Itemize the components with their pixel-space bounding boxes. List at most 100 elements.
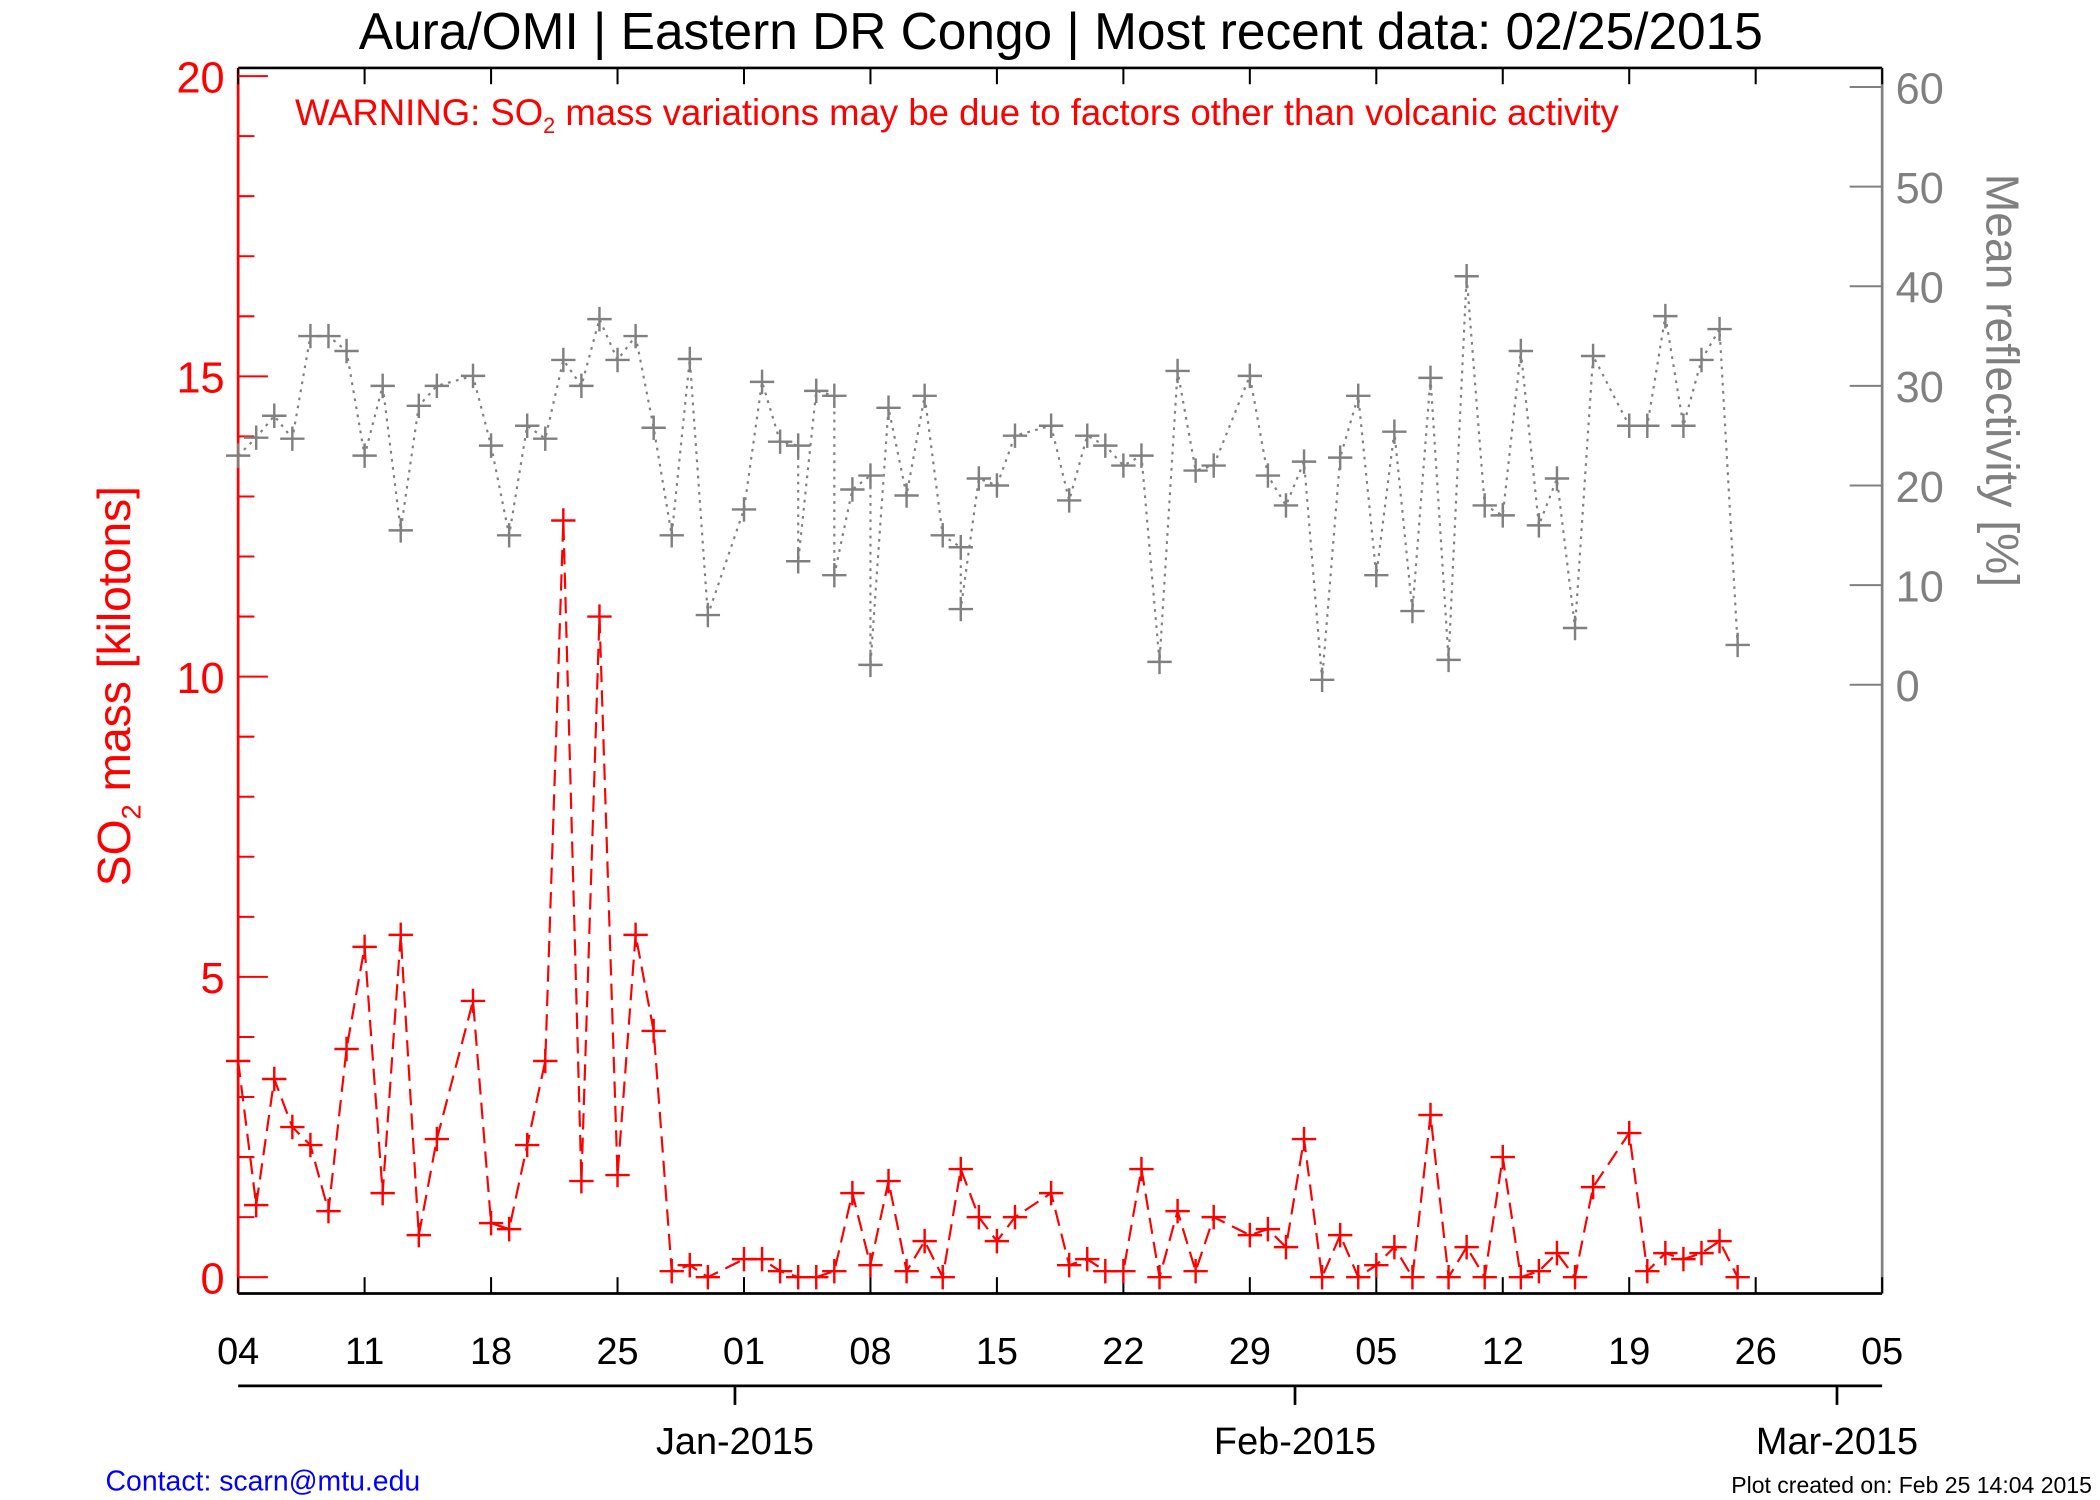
reflectivity-point — [1364, 562, 1389, 588]
month-tick-label: Feb-2015 — [1214, 1421, 1376, 1463]
reflectivity-point — [822, 562, 847, 588]
so2-mass-point — [1689, 1240, 1714, 1266]
so2-mass-point — [262, 1066, 287, 1092]
so2-mass-point — [424, 1126, 450, 1152]
reflectivity-point — [894, 483, 919, 508]
so2-mass-point — [1635, 1258, 1660, 1284]
so2-mass-point — [1617, 1120, 1642, 1146]
so2-mass-point — [1400, 1264, 1425, 1290]
reflectivity-point — [767, 429, 793, 454]
x-tick-label: 19 — [1608, 1331, 1650, 1373]
reflectivity-point — [1038, 413, 1064, 438]
so2-mass-point — [1309, 1264, 1335, 1290]
x-tick-label: 25 — [596, 1331, 638, 1373]
reflectivity-point — [370, 373, 395, 399]
x-tick-label: 01 — [723, 1331, 765, 1373]
so2-mass-point — [478, 1210, 504, 1236]
so2-mass-point — [912, 1228, 937, 1254]
so2-mass-point — [1129, 1156, 1154, 1182]
so2-mass-point — [551, 508, 576, 533]
y-left-tick-label: 10 — [176, 655, 224, 703]
reflectivity-point — [804, 378, 829, 404]
reflectivity-point — [1346, 383, 1371, 409]
so2-mass-point — [822, 1258, 847, 1284]
so2-mass-point — [623, 922, 648, 948]
so2-mass-point — [1472, 1264, 1497, 1290]
so2-mass-point — [1255, 1216, 1281, 1242]
y-right-tick-label: 40 — [1896, 264, 1944, 312]
so2-mass-point — [515, 1132, 540, 1158]
so2-mass-point — [1490, 1144, 1515, 1170]
month-tick-label: Mar-2015 — [1756, 1421, 1918, 1463]
contact-link[interactable]: Contact: scarn@mtu.edu — [106, 1465, 421, 1497]
reflectivity-point — [244, 425, 269, 450]
reflectivity-point — [1327, 445, 1353, 470]
so2-mass-point — [1237, 1222, 1263, 1248]
so2-mass-point — [966, 1204, 992, 1230]
y-left-label: SO2 mass [kilotons] — [88, 486, 147, 886]
reflectivity-point — [822, 383, 847, 409]
so2-mass-point — [1725, 1264, 1750, 1290]
reflectivity-point — [1653, 303, 1678, 329]
reflectivity-point — [1418, 365, 1443, 391]
reflectivity-point — [515, 413, 540, 438]
so2-mass-point — [804, 1264, 829, 1290]
reflectivity-point — [749, 369, 775, 395]
so2-mass-point — [334, 1036, 359, 1062]
reflectivity-point — [1490, 503, 1515, 528]
so2-mass-point — [1562, 1264, 1588, 1290]
so2-mass-point — [1002, 1204, 1028, 1230]
reflectivity-point — [1111, 453, 1136, 478]
so2-mass-point — [1291, 1126, 1317, 1152]
so2-mass-point — [767, 1258, 793, 1284]
so2-mass-point — [840, 1180, 865, 1206]
reflectivity-point — [280, 426, 305, 451]
reflectivity-point — [930, 523, 955, 548]
so2-mass-point — [460, 988, 486, 1014]
reflectivity-point — [262, 403, 287, 428]
reflectivity-point — [1291, 449, 1317, 474]
reflectivity-point — [1526, 513, 1552, 538]
reflectivity-point — [1129, 443, 1154, 468]
reflectivity-point — [587, 306, 612, 332]
so2-mass-point — [1382, 1234, 1407, 1260]
so2-mass-point — [1346, 1264, 1371, 1290]
so2-mass-line — [237, 520, 1739, 1282]
so2-mass-point — [533, 1048, 558, 1074]
y-left-tick-label: 15 — [176, 355, 224, 403]
so2-mass-point — [244, 1192, 269, 1218]
chart-title: Aura/OMI | Eastern DR Congo | Most recen… — [359, 2, 1763, 60]
reflectivity-point — [225, 443, 251, 468]
so2-mass-point — [1147, 1264, 1172, 1290]
reflectivity-point — [876, 395, 901, 421]
so2-mass-point — [1327, 1222, 1353, 1248]
reflectivity-point — [1002, 423, 1028, 448]
x-tick-label: 18 — [470, 1331, 512, 1373]
so2-mass-point — [1364, 1252, 1389, 1278]
reflectivity-point — [1201, 453, 1226, 478]
month-tick-label: Jan-2015 — [656, 1421, 814, 1463]
y-right-tick-label: 20 — [1896, 464, 1944, 512]
so2-mass-point — [749, 1246, 775, 1272]
so2-mass-point — [1454, 1234, 1479, 1260]
so2-mass-point — [984, 1228, 1010, 1254]
reflectivity-point — [731, 497, 757, 522]
x-tick-label: 15 — [976, 1331, 1018, 1373]
reflectivity-point — [1382, 419, 1407, 444]
reflectivity-point — [695, 602, 721, 628]
reflectivity-point — [1183, 458, 1208, 483]
so2-mass-point — [1075, 1246, 1100, 1272]
so2-mass-point — [894, 1258, 919, 1284]
so2-mass-point — [1418, 1102, 1443, 1128]
so2-mass-point — [225, 1048, 251, 1074]
reflectivity-point — [1544, 466, 1570, 491]
so2-mass-point — [280, 1114, 305, 1140]
x-tick-label: 08 — [849, 1331, 891, 1373]
so2-mass-point — [1707, 1228, 1732, 1254]
so2-mass-point — [1201, 1204, 1226, 1230]
x-tick-label: 04 — [217, 1331, 259, 1373]
reflectivity-point — [1309, 667, 1335, 693]
so2-mass-point — [496, 1216, 522, 1242]
